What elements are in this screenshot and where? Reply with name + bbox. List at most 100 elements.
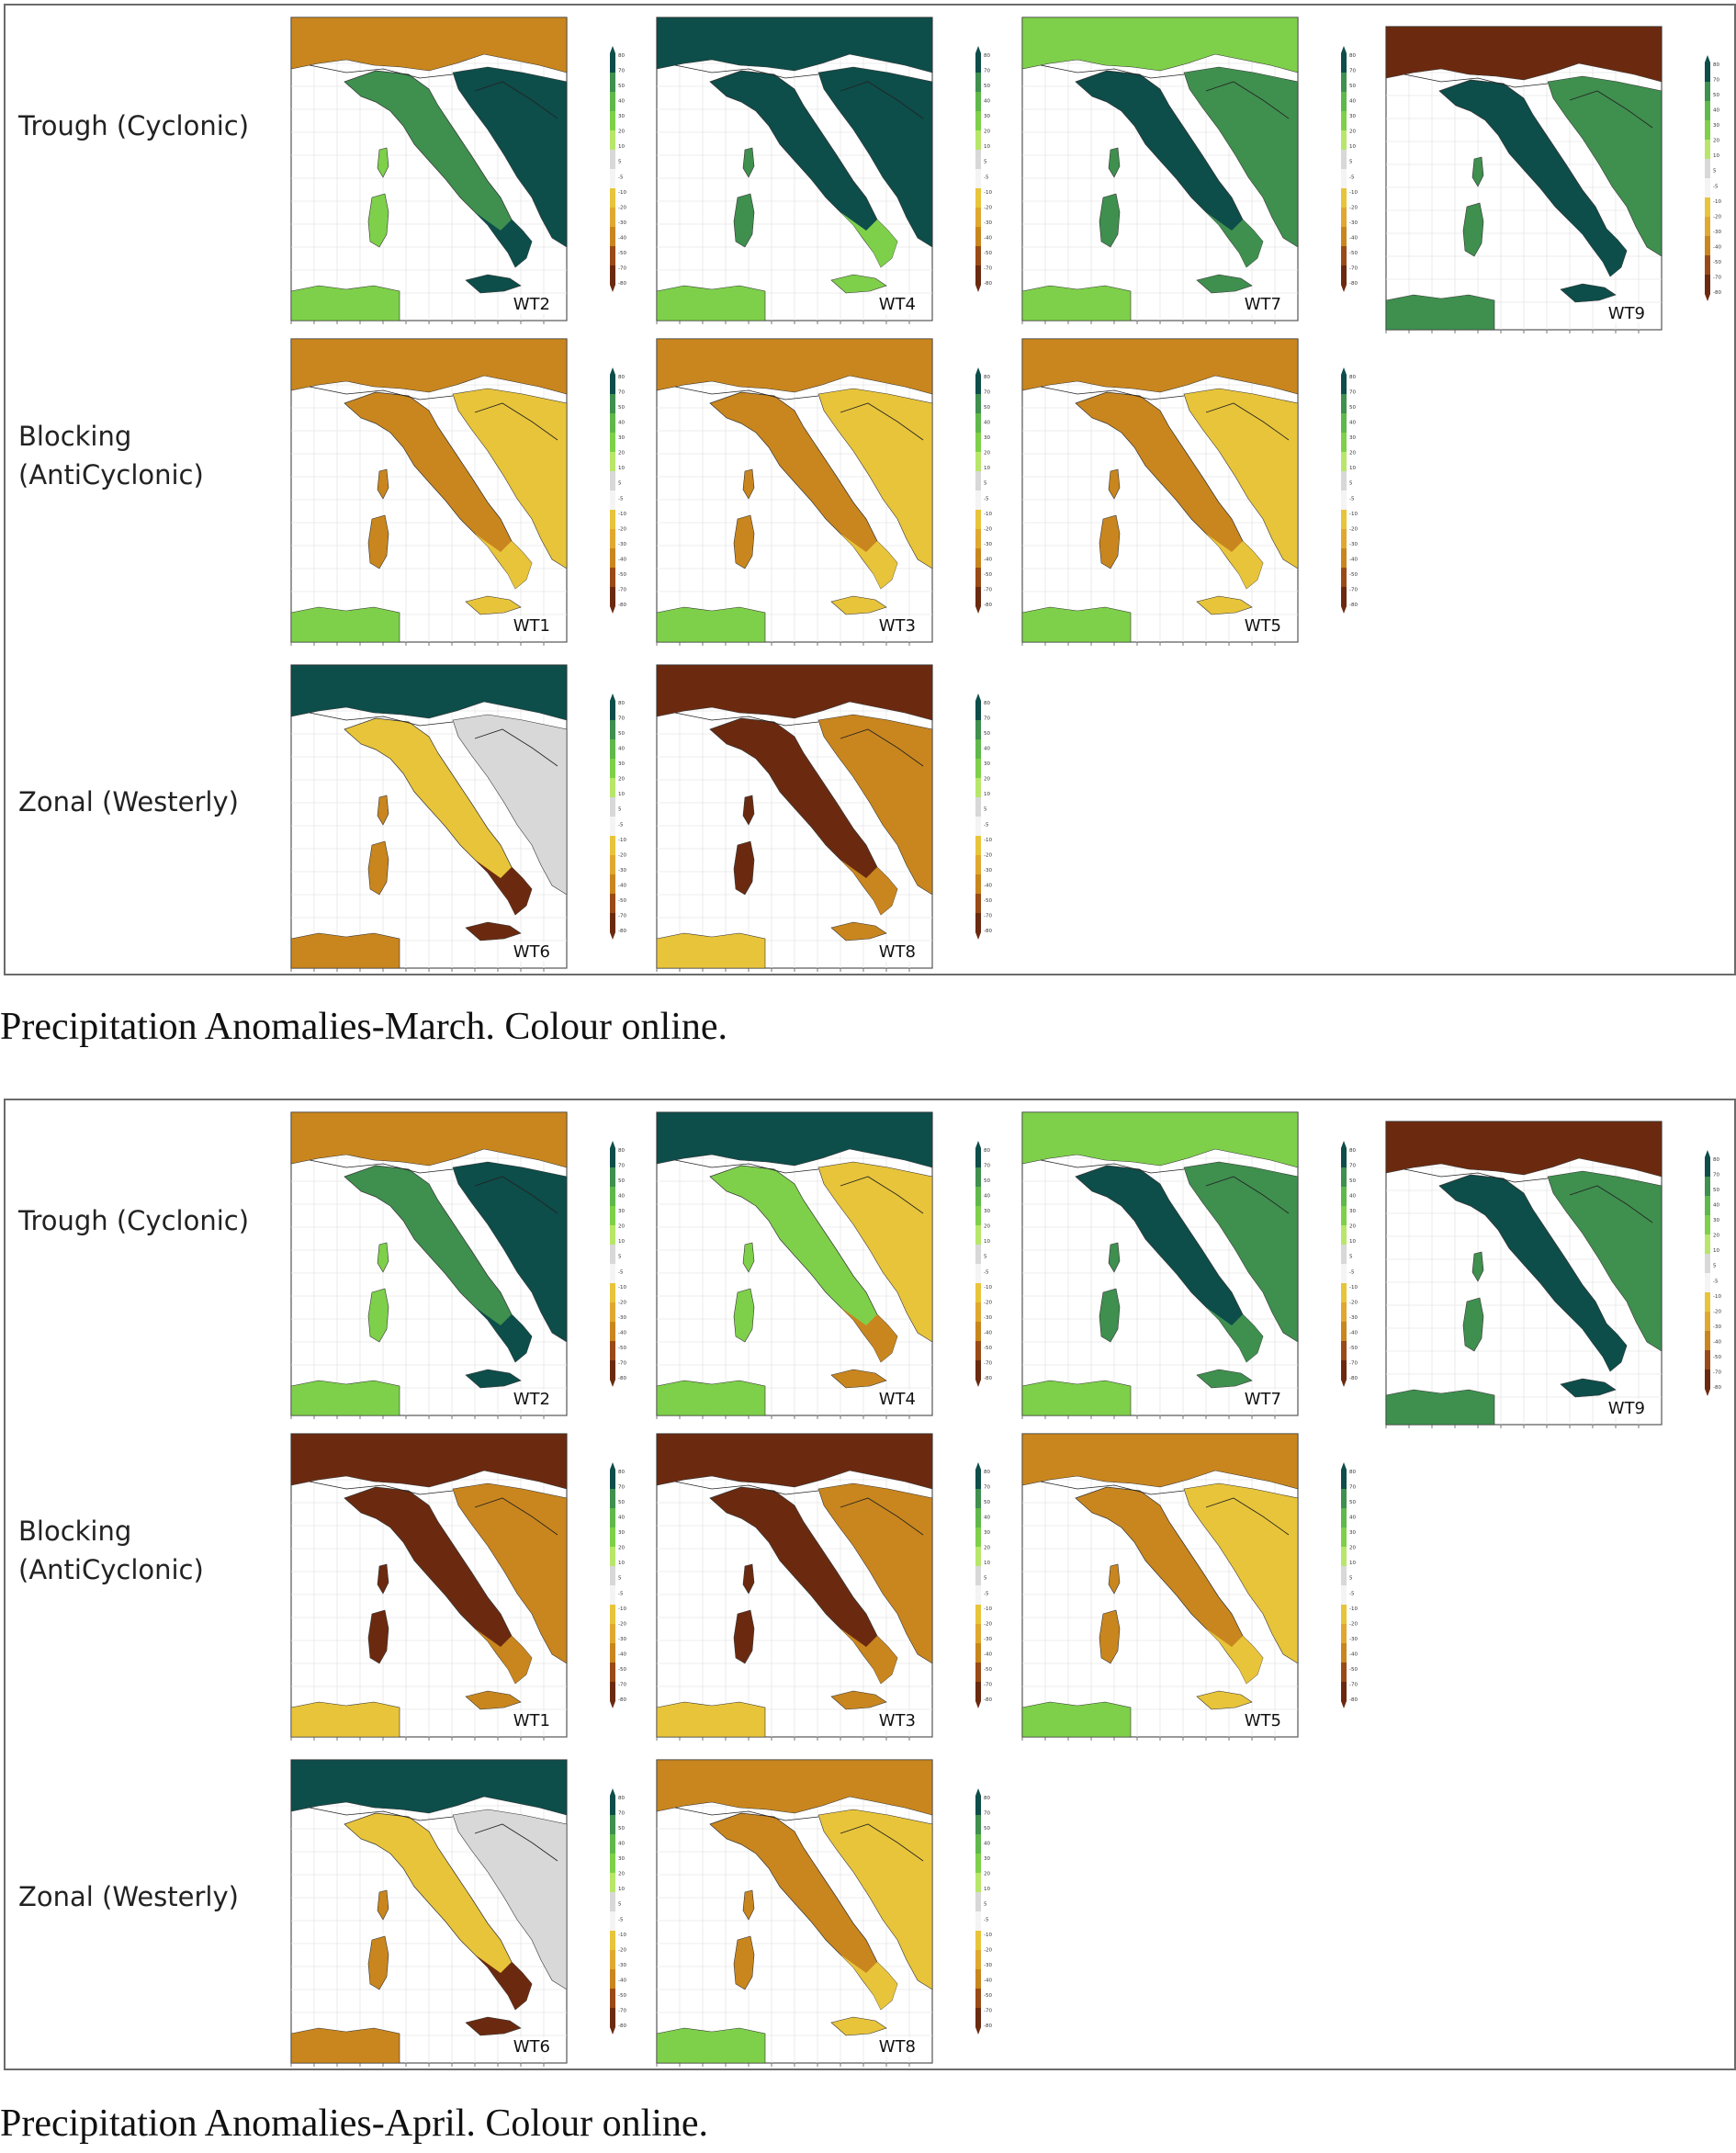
- colorbar-tick-label: 50: [618, 1826, 625, 1832]
- colorbar-tick-label: 40: [984, 1516, 990, 1521]
- colorbar: 80 70 50 40 30 20 10 5 -5 -10 -20 -30 -40 -50 -70 -80: [606, 46, 632, 292]
- weather-type-label: WT8: [875, 942, 919, 962]
- colorbar-tick-label: 80: [1349, 53, 1356, 59]
- anomaly-map-wt8: WT8: [654, 662, 935, 975]
- colorbar-tick-label: -30: [618, 542, 626, 547]
- colorbar-tick-label: -50: [618, 1346, 626, 1351]
- colorbar-tick-label: 50: [984, 1500, 990, 1505]
- colorbar-tick-label: 10: [984, 1887, 990, 1892]
- colorbar-tick-label: -50: [1349, 251, 1358, 256]
- colorbar-tick-label: -80: [984, 1376, 992, 1381]
- colorbar-tick-label: 30: [618, 114, 625, 119]
- colorbar-tick-label: 5: [984, 1255, 987, 1260]
- colorbar-tick-label: -10: [984, 838, 992, 843]
- colorbar-tick-label: -30: [618, 220, 626, 226]
- colorbar-tick-label: 10: [984, 466, 990, 471]
- colorbar-tick-label: 70: [1349, 69, 1356, 74]
- colorbar-tick-label: -30: [1713, 1324, 1721, 1330]
- weather-type-label: WT2: [510, 1390, 553, 1409]
- colorbar-tick-label: 80: [984, 375, 990, 380]
- colorbar-tick-label: 70: [618, 716, 625, 722]
- colorbar-tick-label: 10: [1713, 1248, 1719, 1254]
- alps-region: [1021, 1433, 1299, 1490]
- colorbar-tick-label: -5: [1713, 184, 1719, 189]
- colorbar-tick-label: -40: [984, 1330, 992, 1336]
- alps-region: [1385, 26, 1663, 83]
- colorbar-tick-label: -30: [984, 1637, 992, 1642]
- colorbar-tick-label: -5: [1349, 1269, 1355, 1275]
- colorbar-tick-label: -30: [1349, 220, 1358, 226]
- colorbar-tick-label: -50: [984, 898, 992, 904]
- colorbar-tick-label: 50: [1349, 84, 1356, 89]
- colorbar-tick-label: 40: [1349, 1516, 1356, 1521]
- anomaly-map-wt9: WT9: [1383, 1119, 1664, 1431]
- colorbar-tick-label: 50: [984, 405, 990, 411]
- colorbar-tick-label: 5: [984, 160, 987, 165]
- colorbar: 80 70 50 40 30 20 10 5 -5 -10 -20 -30 -40 -50 -70 -80: [606, 367, 632, 614]
- colorbar-tick-label: 10: [1349, 144, 1356, 150]
- colorbar-tick-label: 70: [618, 1485, 625, 1491]
- colorbar-tick-label: -10: [618, 1285, 626, 1291]
- row-label: Zonal (Westerly): [18, 783, 239, 821]
- weather-type-label: WT7: [1241, 295, 1284, 314]
- colorbar-tick-label: 50: [984, 731, 990, 737]
- weather-type-label: WT6: [510, 942, 553, 962]
- colorbar-tick-label: 5: [618, 1576, 622, 1582]
- colorbar: 80 70 50 40 30 20 10 5 -5 -10 -20 -30 -40 -50 -70 -80: [1337, 367, 1363, 614]
- colorbar-tick-label: -70: [984, 2008, 992, 2013]
- colorbar-tick-label: 20: [618, 130, 625, 135]
- row-label-line: Trough (Cyclonic): [18, 1205, 250, 1236]
- colorbar-tick-label: -70: [1713, 275, 1721, 280]
- colorbar-tick-label: -50: [618, 251, 626, 256]
- colorbar-tick-label: 70: [618, 69, 625, 74]
- row-label-line: Blocking: [18, 421, 132, 452]
- colorbar-tick-label: -80: [618, 2023, 626, 2029]
- colorbar-tick-label: -70: [1713, 1370, 1721, 1375]
- row-label: Trough (Cyclonic): [18, 107, 249, 145]
- colorbar-tick-label: 80: [618, 1470, 625, 1475]
- colorbar-tick-label: -30: [1349, 1315, 1358, 1321]
- colorbar: 80 70 50 40 30 20 10 5 -5 -10 -20 -30 -40 -50 -70 -80: [606, 1141, 632, 1387]
- weather-type-label: WT7: [1241, 1390, 1284, 1409]
- colorbar: 80 70 50 40 30 20 10 5 -5 -10 -20 -30 -40 -50 -70 -80: [606, 693, 632, 940]
- row-label-line: Blocking: [18, 1516, 132, 1547]
- colorbar-tick-label: -10: [618, 512, 626, 517]
- colorbar-tick-label: -80: [984, 2023, 992, 2029]
- colorbar-tick-label: 10: [984, 1239, 990, 1245]
- row-label: Blocking (AntiCyclonic): [18, 1512, 204, 1589]
- colorbar-tick-label: 40: [618, 747, 625, 752]
- colorbar-tick-label: 40: [984, 1194, 990, 1200]
- colorbar-tick-label: 40: [618, 421, 625, 426]
- weather-type-label: WT1: [510, 1711, 553, 1730]
- alps-region: [656, 664, 933, 721]
- map-canvas: [290, 1111, 568, 1419]
- colorbar-tick-label: 40: [618, 1842, 625, 1847]
- colorbar-tick-label: 5: [984, 807, 987, 813]
- alps-region: [656, 1433, 933, 1490]
- colorbar-tick-label: 50: [618, 1178, 625, 1184]
- colorbar-tick-label: -20: [618, 852, 626, 858]
- colorbar-tick-label: 10: [618, 466, 625, 471]
- colorbar-tick-label: 20: [1349, 1224, 1356, 1230]
- colorbar-tick-label: 80: [618, 53, 625, 59]
- colorbar-tick-label: -70: [1349, 587, 1358, 592]
- map-canvas: [290, 664, 568, 972]
- colorbar-tick-label: 80: [618, 1148, 625, 1154]
- colorbar-tick-label: 50: [618, 731, 625, 737]
- anomaly-map-wt8: WT8: [654, 1757, 935, 2069]
- map-canvas: [656, 1759, 933, 2067]
- colorbar-tick-label: -40: [984, 235, 992, 241]
- colorbar-tick-label: -30: [984, 868, 992, 874]
- alps-region: [1021, 17, 1299, 73]
- colorbar-tick-label: 10: [1349, 1561, 1356, 1566]
- colorbar-tick-label: 80: [984, 701, 990, 706]
- colorbar-tick-label: -5: [618, 496, 624, 502]
- colorbar-tick-label: -10: [984, 512, 992, 517]
- colorbar-tick-label: 30: [1349, 1209, 1356, 1214]
- colorbar-tick-label: -30: [618, 1315, 626, 1321]
- colorbar: 80 70 50 40 30 20 10 5 -5 -10 -20 -30 -40 -50 -70 -80: [606, 1788, 632, 2035]
- colorbar-tick-label: -40: [618, 1651, 626, 1657]
- colorbar-tick-label: -5: [984, 496, 989, 502]
- colorbar-tick-label: -20: [618, 205, 626, 210]
- colorbar-tick-label: -50: [618, 572, 626, 578]
